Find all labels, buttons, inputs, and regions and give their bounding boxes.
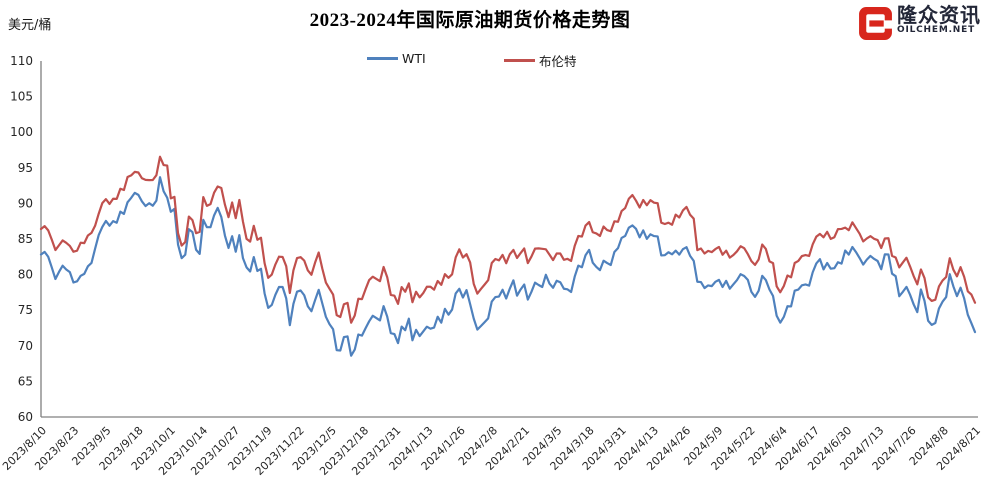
y-axis-tick-label: 65 (18, 374, 33, 388)
oilchem-e-icon (859, 7, 892, 40)
y-axis-tick-label: 110 (10, 54, 33, 68)
y-axis-tick-label: 85 (18, 232, 33, 246)
y-axis-tick-label: 70 (18, 339, 33, 353)
wti-line-swatch (367, 57, 398, 60)
y-axis-tick-label: 100 (10, 125, 33, 139)
logo-brand-text: 隆众资讯 (897, 3, 981, 27)
y-axis-tick-label: 75 (18, 303, 33, 317)
legend-item-brent: 布伦特 (504, 51, 577, 70)
y-axis-tick-label: 95 (18, 161, 33, 175)
y-axis-tick-label: 105 (10, 90, 33, 104)
brent-line-swatch (504, 59, 535, 62)
legend-label-wti: WTI (402, 51, 426, 66)
oilchem-logo: 隆众资讯 OILCHEM.NET (857, 5, 981, 42)
legend-label-brent: 布伦特 (539, 54, 577, 69)
y-axis-tick-label: 60 (18, 410, 33, 424)
y-axis-tick-label: 90 (18, 196, 33, 210)
wti-price-line (39, 176, 977, 357)
legend-item-wti: WTI (367, 51, 426, 66)
y-axis-unit-label: 美元/桶 (8, 18, 52, 33)
chart-title: 2023-2024年国际原油期货价格走势图 (309, 10, 631, 31)
y-axis-tick-label: 80 (18, 268, 33, 282)
brent-price-line (39, 155, 977, 324)
logo-domain-text: OILCHEM.NET (897, 25, 976, 35)
